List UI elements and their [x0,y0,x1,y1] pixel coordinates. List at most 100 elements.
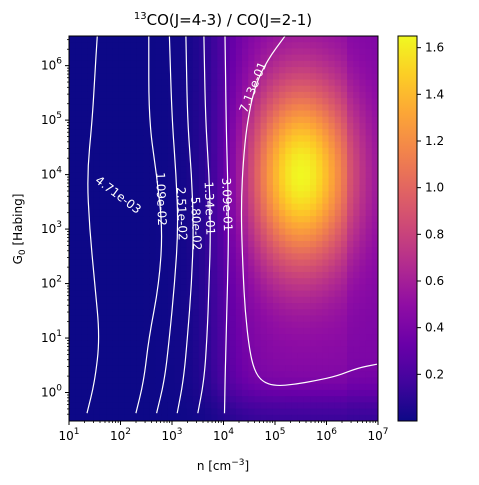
heatmap-cell [310,98,317,105]
heatmap-cell [149,166,157,174]
heatmap-cell [69,129,76,136]
heatmap-cell [229,290,237,298]
heatmap-cell [371,358,378,366]
heatmap-cell [266,228,274,236]
heatmap-cell [75,160,82,167]
heatmap-cell [254,110,262,118]
heatmap-cell [81,98,89,105]
heatmap-cell [235,303,243,310]
heatmap-cell [130,284,138,292]
heatmap-cell [334,284,342,292]
heatmap-cell [248,265,255,273]
heatmap-cell [316,321,323,329]
heatmap-cell [118,178,126,186]
heatmap-cell [223,79,231,87]
heatmap-cell [136,296,144,304]
heatmap-cell [297,284,305,292]
heatmap-cell [303,129,311,136]
heatmap-cell [235,222,243,230]
heatmap-cell [229,247,237,254]
heatmap-cell [136,358,144,366]
heatmap-cell [254,73,262,81]
heatmap-cell [211,129,218,136]
heatmap-cell [279,172,286,180]
heatmap-cell [130,60,138,68]
heatmap-cell [297,48,305,56]
heatmap-cell [192,346,200,354]
heatmap-cell [334,60,342,68]
heatmap-cell [124,98,132,105]
heatmap-cell [229,383,237,391]
heatmap-cell [112,135,120,143]
heatmap-cell [279,340,286,348]
heatmap-cell [285,377,293,385]
heatmap-cell [124,340,132,348]
heatmap-cell [217,253,225,261]
heatmap-cell [174,91,181,99]
heatmap-cell [136,278,144,285]
heatmap-cell [285,340,293,348]
heatmap-cell [198,122,206,130]
heatmap-cell [75,98,82,105]
heatmap-cell [316,296,323,304]
heatmap-cell [291,346,299,354]
heatmap-cell [192,141,200,149]
heatmap-cell [254,79,262,87]
heatmap-cell [242,153,249,161]
heatmap-cell [254,91,262,99]
heatmap-cell [260,60,268,68]
heatmap-cell [235,334,243,341]
heatmap-cell [124,36,132,43]
heatmap-cell [136,408,144,416]
heatmap-cell [167,147,175,155]
heatmap-cell [143,160,150,167]
heatmap-cell [161,116,169,124]
heatmap-cell [235,358,243,366]
heatmap-cell [353,110,361,118]
heatmap-cell [87,98,95,105]
heatmap-cell [198,334,206,341]
heatmap-cell [161,178,169,186]
heatmap-cell [161,352,169,360]
heatmap-cell [371,340,378,348]
heatmap-cell [69,73,76,81]
heatmap-cell [340,197,348,205]
heatmap-cell [279,67,286,74]
heatmap-cell [266,67,274,74]
heatmap-cell [310,67,317,74]
heatmap-cell [347,365,354,372]
heatmap-cell [204,73,212,81]
heatmap-cell [260,259,268,267]
heatmap-cell [112,160,120,167]
heatmap-cell [136,259,144,267]
heatmap-cell [340,408,348,416]
heatmap-cell [347,216,354,223]
heatmap-cell [99,91,107,99]
heatmap-cell [242,122,249,130]
heatmap-cell [359,327,367,335]
heatmap-cell [155,185,163,192]
heatmap-cell [180,346,188,354]
heatmap-cell [272,42,280,50]
heatmap-cell [155,116,163,124]
heatmap-cell [161,67,169,74]
heatmap-cell [81,402,89,410]
heatmap-cell [334,67,342,74]
heatmap-cell [279,247,286,254]
heatmap-cell [118,147,126,155]
heatmap-cell [291,222,299,230]
heatmap-cell [161,234,169,242]
heatmap-cell [254,402,262,410]
heatmap-cell [106,178,113,186]
heatmap-cell [143,346,150,354]
heatmap-cell [198,346,206,354]
heatmap-cell [143,36,150,43]
heatmap-cell [266,122,274,130]
heatmap-cell [93,48,101,56]
heatmap-cell [186,371,194,379]
heatmap-cell [266,98,274,105]
heatmap-cell [340,296,348,304]
heatmap-cell [192,73,200,81]
heatmap-cell [285,334,293,341]
heatmap-cell [254,135,262,143]
